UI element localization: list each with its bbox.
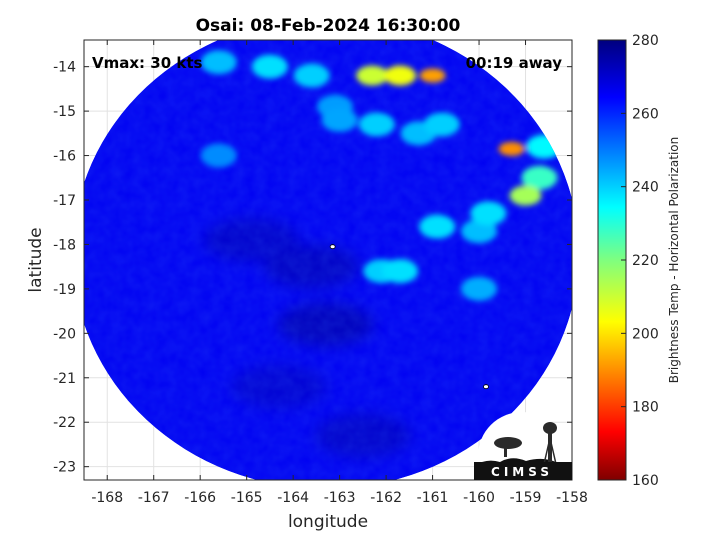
cold-feature: [384, 65, 417, 86]
x-axis-label: longitude: [288, 512, 368, 532]
cold-feature: [321, 108, 358, 132]
axes-frame: [83, 39, 573, 481]
cold-feature: [200, 50, 237, 75]
colorbar-tick-label: 160: [632, 473, 659, 489]
y-tick-label: -16: [53, 149, 76, 165]
cold-feature: [293, 63, 330, 88]
colorbar-tick-label: 220: [632, 253, 659, 269]
x-tick-label: -162: [370, 490, 402, 506]
x-tick-label: -161: [417, 490, 449, 506]
y-axis-label: latitude: [26, 227, 46, 292]
y-tick-label: -14: [53, 60, 76, 76]
y-axis-ticks: -14 -15 -16 -17 -18 -19 -20 -21 -22 -23: [53, 60, 572, 476]
colorbar-ticks: 280 260 240 220 200 180 160: [621, 33, 659, 489]
island-marker: [329, 244, 336, 250]
time-away-annotation: 00:19 away: [466, 54, 563, 72]
cold-feature: [423, 112, 460, 137]
x-tick-label: -160: [463, 490, 495, 506]
x-tick-label: -167: [138, 490, 170, 506]
cold-feature: [498, 141, 525, 156]
cold-feature: [200, 143, 237, 168]
cold-feature: [509, 185, 542, 206]
cold-feature: [419, 214, 456, 239]
y-tick-label: -19: [53, 282, 76, 298]
cold-feature: [358, 112, 395, 137]
y-tick-label: -22: [53, 415, 76, 431]
y-tick-label: -18: [53, 237, 76, 253]
cold-feature: [382, 259, 419, 284]
cold-feature: [419, 68, 446, 83]
island-marker: [483, 384, 489, 390]
cold-feature: [521, 165, 558, 190]
cold-feature: [251, 54, 288, 79]
cold-feature: [356, 65, 389, 86]
colorbar-tick-label: 180: [632, 400, 659, 416]
cold-feature: [461, 276, 498, 301]
y-tick-label: -21: [53, 371, 76, 387]
colorbar-tick-label: 240: [632, 180, 659, 196]
chart-title: Osai: 08-Feb-2024 16:30:00: [196, 16, 461, 36]
cimss-logo: CIMSS: [474, 412, 572, 480]
colorbar-tick-label: 200: [632, 326, 659, 342]
x-tick-label: -163: [324, 490, 356, 506]
swath-image: [84, 40, 572, 480]
x-tick-label: -166: [184, 490, 216, 506]
y-tick-label: -23: [53, 460, 76, 476]
x-tick-label: -165: [231, 490, 263, 506]
x-tick-label: -168: [91, 490, 123, 506]
y-tick-label: -15: [53, 104, 76, 120]
vmax-annotation: Vmax: 30 kts: [92, 54, 202, 72]
colorbar-label: Brightness Temp - Horizontal Polarizatio…: [667, 137, 681, 384]
colorbar-tick-label: 280: [632, 33, 659, 49]
x-tick-label: -158: [556, 490, 588, 506]
cimss-logo-text: CIMSS: [491, 465, 553, 479]
x-tick-label: -164: [277, 490, 309, 506]
x-tick-label: -159: [510, 490, 542, 506]
x-axis-ticks: -168 -167 -166 -165 -164 -163 -162 -161 -160 -159…: [91, 40, 588, 506]
y-tick-label: -17: [53, 193, 76, 209]
colorbar-tick-label: 260: [632, 106, 659, 122]
cold-feature: [470, 201, 507, 226]
y-tick-label: -20: [53, 326, 76, 342]
